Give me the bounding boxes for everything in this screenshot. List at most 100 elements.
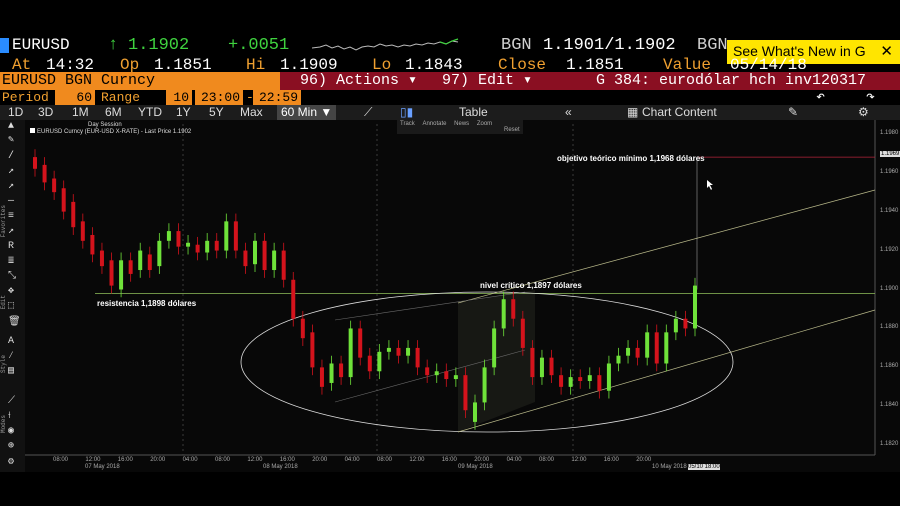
value-date: 05/14/18 [730, 56, 807, 74]
candle-body [348, 328, 353, 378]
candle-body [568, 377, 573, 387]
candle-chart-icon[interactable]: ▯▮ [400, 105, 414, 119]
track-button[interactable]: Track [400, 121, 415, 127]
close-value: 1.1851 [566, 56, 624, 74]
ohlc-line: At 14:32 Op 1.1851 Hi 1.1909 Lo 1.1843 C… [0, 56, 900, 74]
text-tool-icon[interactable]: A [8, 336, 15, 347]
trendline-icon[interactable]: ↗ [8, 166, 15, 177]
net-change: +.0051 [228, 36, 290, 55]
layers-icon[interactable]: ▤ [8, 366, 15, 377]
measure-icon[interactable]: ⤡ [8, 271, 16, 282]
x-tick-label: 16:00 [603, 457, 619, 463]
candle-body [415, 347, 420, 368]
range-1y-button[interactable]: 1Y [176, 105, 191, 119]
pen-icon[interactable]: ✎ [8, 135, 15, 146]
cursor-icon[interactable]: ▲ [8, 121, 15, 132]
modes-label: Modes [0, 415, 7, 434]
range-ytd-button[interactable]: YTD [138, 105, 162, 119]
annotate-button[interactable]: Annotate [422, 121, 447, 127]
line-tool-icon[interactable]: / [8, 151, 15, 162]
move-icon[interactable]: ✥ [8, 286, 15, 297]
blue-mode-icon[interactable]: ◉ [8, 426, 15, 437]
candle-body [329, 363, 334, 383]
command-bar: EURUSD BGN Curncy 96) Actions ▾ 97) Edit… [0, 72, 900, 90]
range-end-field[interactable]: 22:59 [253, 90, 301, 105]
delete-icon[interactable]: 🗑 [8, 317, 21, 328]
candle-body [645, 332, 650, 358]
range-field[interactable]: 10 [166, 90, 192, 105]
candle-body [90, 234, 95, 255]
reset-button[interactable]: Reset [504, 127, 520, 133]
candle-body [444, 371, 449, 380]
candle-body [664, 332, 669, 364]
low-label: Lo [372, 56, 392, 74]
candle-body [434, 371, 439, 376]
channel-icon[interactable]: ≡ [8, 211, 15, 222]
table-button[interactable]: Table [459, 105, 488, 119]
collapse-icon[interactable]: « [565, 105, 572, 119]
range-1m-button[interactable]: 1M [72, 105, 89, 119]
candle-body [109, 260, 114, 286]
y-tick-label: 1.1960 [880, 168, 899, 175]
candle-body [492, 328, 497, 368]
ray-icon[interactable]: ↗ [8, 181, 15, 192]
x-tick-label: 08:00 [377, 457, 393, 463]
pencil-icon[interactable]: ✎ [788, 105, 799, 119]
range-max-button[interactable]: Max [240, 105, 263, 119]
zoom-button[interactable]: Zoom [476, 121, 493, 127]
candle-body [186, 242, 191, 247]
y-tick-label: 1.1980 [880, 129, 899, 136]
candle-body [626, 347, 631, 356]
target-annotation: objetivo teórico mínimo 1,1968 dólares [557, 154, 705, 163]
x-tick-label: 16:00 [279, 457, 295, 463]
period-field[interactable]: 60 [55, 90, 95, 105]
actions-menu[interactable]: 96) Actions ▾ [300, 72, 418, 89]
candle-body [654, 332, 659, 364]
fan-icon[interactable]: ≣ [8, 256, 15, 267]
range-start-field[interactable]: 23:00 [195, 90, 243, 105]
line-chart-icon[interactable]: ⟋ [364, 105, 373, 119]
candle-body [406, 347, 411, 356]
bid-ask: 1.1901/1.1902 [543, 36, 676, 55]
edit-menu[interactable]: 97) Edit ▾ [442, 72, 533, 89]
settings-gear-icon[interactable]: ⚙ [858, 105, 869, 119]
arrow-tool-icon[interactable]: ↗ [8, 226, 15, 237]
news-button[interactable]: News [454, 121, 470, 127]
fib-icon[interactable]: R [8, 241, 15, 252]
candle-body [147, 254, 152, 271]
close-icon[interactable]: ✕ [880, 43, 893, 60]
security-marker [0, 38, 9, 53]
ruler-icon[interactable]: ⟋ [8, 396, 15, 407]
candle-body [224, 221, 229, 251]
candle-body [463, 375, 468, 411]
candle-body [358, 328, 363, 358]
range-1d-button[interactable]: 1D [8, 105, 24, 119]
gear-icon[interactable]: ⚙ [8, 457, 15, 468]
candle-body [386, 347, 391, 352]
candle-body [549, 357, 554, 376]
edit-label: Edit [0, 295, 7, 310]
range-5y-button[interactable]: 5Y [209, 105, 224, 119]
pin-icon[interactable]: ⟊ [8, 411, 11, 422]
y-tick-label: 1.1860 [880, 363, 899, 370]
range-6m-button[interactable]: 6M [105, 105, 122, 119]
crosshair-icon[interactable]: ⊕ [8, 441, 15, 452]
legend-text: EURUSD Curncy (EUR-USD X-RATE) - Last Pr… [37, 129, 192, 135]
range-3d-button[interactable]: 3D [38, 105, 54, 119]
select-icon[interactable]: ⬚ [8, 301, 15, 312]
ticker[interactable]: EURUSD [12, 36, 70, 54]
candle-body [253, 240, 257, 265]
graph-title[interactable]: G 384: eurodólar hch inv120317 [596, 72, 867, 89]
brush-icon[interactable]: ⁄ [8, 351, 15, 362]
interval-dropdown[interactable]: 60 Min ▼ [277, 105, 337, 120]
security-field[interactable]: EURUSD BGN Curncy [0, 72, 280, 90]
chart-mini-toolbar: Track Annotate News Zoom Reset [397, 120, 523, 134]
price-chart[interactable]: Day Session EURUSD Curncy (EUR-USD X-RAT… [25, 120, 900, 472]
back-arrow-icon[interactable]: ↶ [816, 89, 826, 106]
whats-new-banner[interactable]: See What's New in G ✕ [727, 40, 900, 64]
horizontal-line-icon[interactable]: — [8, 196, 15, 207]
date-label: 09 May 2018 [458, 464, 493, 470]
chart-content-button[interactable]: Chart Content [642, 105, 717, 119]
candle-body [683, 318, 688, 329]
forward-arrow-icon[interactable]: ↷ [866, 89, 876, 106]
